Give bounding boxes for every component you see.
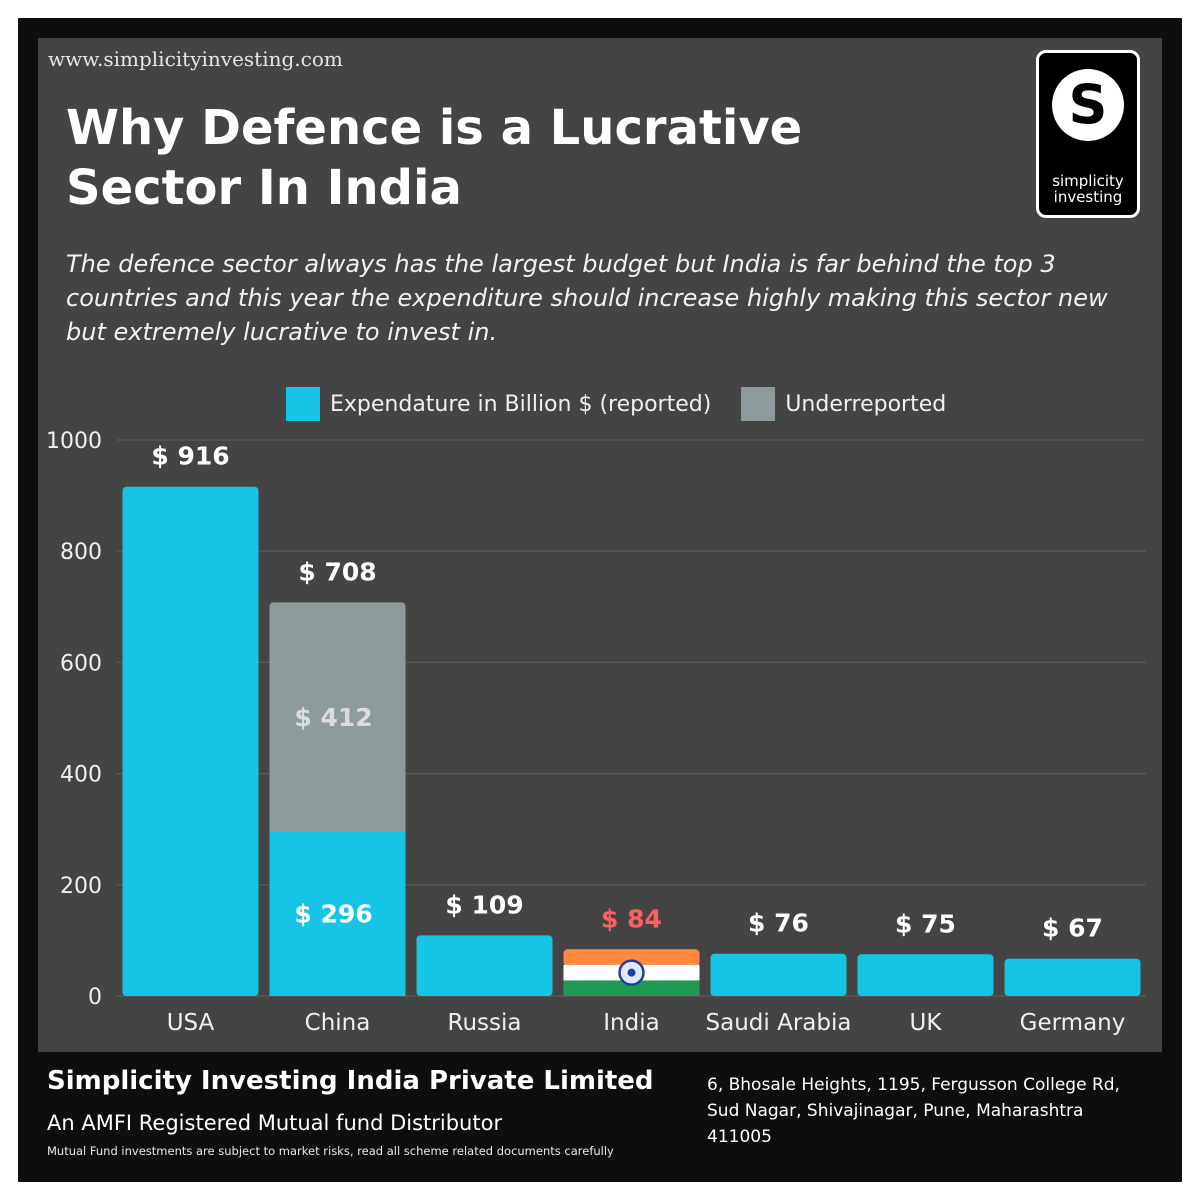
data-label-china: $ 708 bbox=[298, 557, 376, 586]
address-line-1: 6, Bhosale Heights, 1195, Fergusson Coll… bbox=[707, 1075, 1120, 1095]
logo-s-mark: S bbox=[1052, 69, 1124, 141]
y-tick-label-800: 800 bbox=[60, 540, 102, 565]
legend-label-underreported: Underreported bbox=[785, 391, 947, 417]
footer-disclaimer: Mutual Fund investments are subject to m… bbox=[47, 1144, 614, 1158]
data-label-usa: $ 916 bbox=[151, 442, 229, 471]
bar-china-underreported bbox=[269, 602, 406, 838]
legend-item-reported: Expendature in Billion $ (reported) bbox=[286, 387, 711, 421]
footer-bar bbox=[38, 1052, 1162, 1170]
legend-item-underreported: Underreported bbox=[741, 387, 946, 421]
data-label-russia: $ 109 bbox=[445, 890, 523, 919]
x-tick-label-china: China bbox=[305, 1010, 371, 1036]
title-line-1: Why Defence is a Lucrative bbox=[66, 100, 803, 156]
y-tick-label-1000: 1000 bbox=[46, 429, 102, 454]
bar-usa-reported bbox=[122, 486, 259, 996]
x-tick-label-india: India bbox=[603, 1010, 659, 1036]
data-label-germany: $ 67 bbox=[1042, 914, 1103, 943]
data-label-uk: $ 75 bbox=[895, 909, 956, 938]
data-label-china-underreported: $ 412 bbox=[294, 703, 372, 732]
bar-germany-reported bbox=[1004, 958, 1141, 996]
page-subtitle: The defence sector always has the larges… bbox=[66, 250, 1108, 346]
bar-china-reported bbox=[269, 831, 406, 996]
y-tick-label-400: 400 bbox=[60, 763, 102, 788]
data-label-saudi-arabia: $ 76 bbox=[748, 909, 809, 938]
website-url[interactable]: www.simplicityinvesting.com bbox=[48, 47, 343, 71]
x-tick-label-germany: Germany bbox=[1020, 1010, 1126, 1036]
logo-wordmark-line-2: investing bbox=[1053, 188, 1123, 206]
brand-logo: S simplicity investing bbox=[1036, 50, 1140, 218]
x-tick-label-saudi-arabia: Saudi Arabia bbox=[706, 1010, 852, 1036]
y-tick-label-200: 200 bbox=[60, 874, 102, 899]
bar-russia-reported bbox=[416, 935, 553, 996]
legend-swatch-underreported bbox=[741, 387, 776, 421]
data-label-china-reported: $ 296 bbox=[294, 900, 372, 929]
footer-tagline: An AMFI Registered Mutual fund Distribut… bbox=[47, 1111, 503, 1135]
bar-saudi-arabia-reported bbox=[710, 953, 847, 996]
x-tick-label-russia: Russia bbox=[448, 1010, 522, 1036]
y-tick-label-0: 0 bbox=[88, 985, 102, 1010]
bar-india-green bbox=[563, 980, 700, 996]
legend-label-reported: Expendature in Billion $ (reported) bbox=[330, 391, 712, 417]
chart-legend: Expendature in Billion $ (reported) Unde… bbox=[286, 386, 976, 422]
page-title: Why Defence is a Lucrative Sector In Ind… bbox=[66, 98, 966, 218]
address-line-3: 411005 bbox=[707, 1127, 772, 1147]
title-line-2: Sector In India bbox=[66, 160, 462, 216]
footer-address: 6, Bhosale Heights, 1195, Fergusson Coll… bbox=[707, 1072, 1157, 1150]
footer-company-name: Simplicity Investing India Private Limit… bbox=[47, 1066, 654, 1096]
x-tick-label-uk: UK bbox=[910, 1010, 943, 1036]
x-tick-label-usa: USA bbox=[167, 1010, 215, 1036]
y-tick-label-600: 600 bbox=[60, 651, 102, 676]
bar-uk-reported bbox=[857, 954, 994, 996]
logo-wordmark: simplicity investing bbox=[1039, 173, 1137, 205]
bar-india-saffron bbox=[563, 949, 700, 966]
legend-swatch-reported bbox=[286, 387, 320, 421]
data-label-india: $ 84 bbox=[601, 904, 662, 933]
logo-wordmark-line-1: simplicity bbox=[1052, 172, 1124, 190]
address-line-2: Sud Nagar, Shivajinagar, Pune, Maharasht… bbox=[707, 1101, 1084, 1121]
ashoka-chakra-hub bbox=[627, 968, 636, 977]
